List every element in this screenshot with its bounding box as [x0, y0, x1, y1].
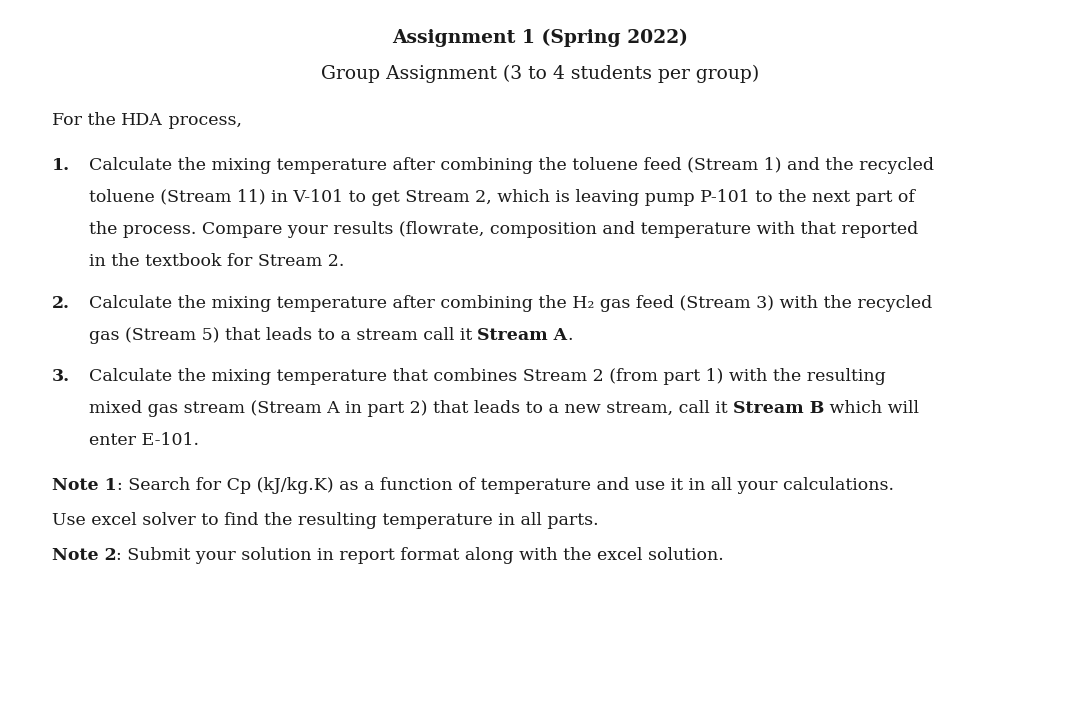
Text: the process. Compare your results (flowrate, composition and temperature with th: the process. Compare your results (flowr…: [89, 221, 918, 238]
Text: Note 1: Note 1: [52, 477, 117, 494]
Text: Assignment 1 (Spring 2022): Assignment 1 (Spring 2022): [392, 29, 688, 47]
Text: process,: process,: [163, 112, 242, 129]
Text: 1.: 1.: [52, 157, 70, 174]
Text: which will: which will: [824, 400, 919, 417]
Text: Note 2: Note 2: [52, 547, 117, 564]
Text: Group Assignment (3 to 4 students per group): Group Assignment (3 to 4 students per gr…: [321, 64, 759, 83]
Text: 3.: 3.: [52, 368, 70, 385]
Text: : Submit your solution in report format along with the excel solution.: : Submit your solution in report format …: [117, 547, 725, 564]
Text: .: .: [567, 326, 572, 344]
Text: in the textbook for Stream 2.: in the textbook for Stream 2.: [89, 253, 343, 270]
Text: Stream B: Stream B: [732, 400, 824, 417]
Text: mixed gas stream (Stream A in part 2) that leads to a new stream, call it: mixed gas stream (Stream A in part 2) th…: [89, 400, 732, 417]
Text: For the: For the: [52, 112, 121, 129]
Text: enter E-101.: enter E-101.: [89, 432, 199, 449]
Text: : Search for Cp (kJ/kg.K) as a function of temperature and use it in all your ca: : Search for Cp (kJ/kg.K) as a function …: [117, 477, 893, 494]
Text: Use excel solver to find the resulting temperature in all parts.: Use excel solver to find the resulting t…: [52, 512, 598, 529]
Text: HDA: HDA: [121, 112, 163, 129]
Text: gas (Stream 5) that leads to a stream call it: gas (Stream 5) that leads to a stream ca…: [89, 326, 477, 344]
Text: Calculate the mixing temperature that combines Stream 2 (from part 1) with the r: Calculate the mixing temperature that co…: [89, 368, 886, 385]
Text: toluene (Stream 11) in V-101 to get Stream 2, which is leaving pump P-101 to the: toluene (Stream 11) in V-101 to get Stre…: [89, 189, 915, 206]
Text: Calculate the mixing temperature after combining the toluene feed (Stream 1) and: Calculate the mixing temperature after c…: [89, 157, 933, 174]
Text: 2.: 2.: [52, 294, 70, 312]
Text: Stream A: Stream A: [477, 326, 567, 344]
Text: Calculate the mixing temperature after combining the H₂ gas feed (Stream 3) with: Calculate the mixing temperature after c…: [89, 294, 932, 312]
